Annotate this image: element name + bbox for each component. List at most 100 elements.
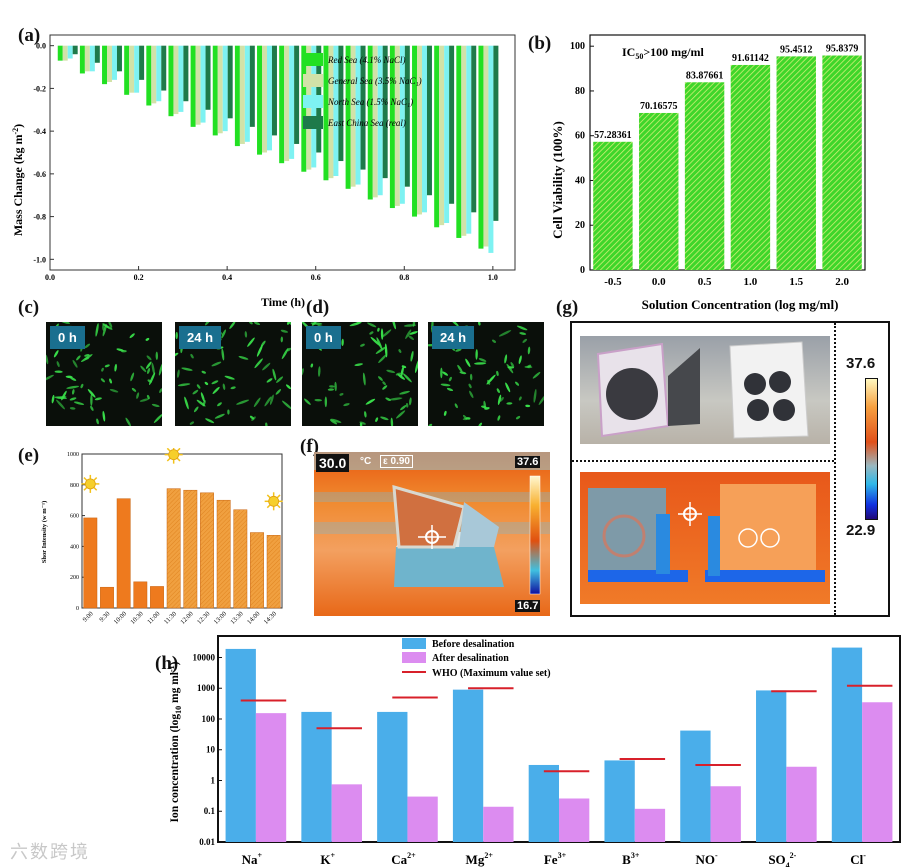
chart-a-bar (205, 45, 211, 110)
chart-a-xtick-label: 1.0 (488, 273, 498, 282)
chart-b-xlabel: Solution Concentration (log mg/ml) (642, 297, 839, 312)
chart-b-xtick-label: 1.0 (744, 276, 758, 288)
cell (410, 350, 414, 362)
device-right-ball (773, 399, 795, 421)
chart-a-bar (200, 45, 206, 123)
cell (389, 397, 403, 401)
cell (193, 406, 199, 413)
cell (329, 385, 335, 388)
chart-a-bar (483, 45, 489, 247)
micrograph-d-0h: 0 h (302, 322, 418, 426)
cell (457, 364, 463, 373)
sun-core (168, 449, 180, 461)
cell (367, 322, 377, 328)
panel-g-frame (570, 321, 890, 617)
cell (314, 398, 322, 402)
chart-b-xtick-label: 2.0 (835, 276, 849, 288)
cell (254, 322, 261, 326)
chart-a-ytick-label: -0.2 (33, 84, 46, 93)
cell (192, 389, 199, 395)
cell (492, 339, 496, 343)
chart-e-xtick-label: 11:30 (163, 610, 178, 625)
chart-a-xtick-label: 0.4 (222, 273, 232, 282)
cell (525, 404, 531, 408)
cell (497, 394, 502, 405)
chart-b-xtick-label: -0.5 (604, 276, 622, 288)
chart-a-bar (173, 45, 179, 115)
chart-e-ytick-label: 600 (70, 514, 79, 520)
chart-a-ytick-label: -0.4 (33, 127, 46, 136)
sun-core (84, 478, 96, 490)
chart-a-legend-label: East China Sea (real) (327, 118, 406, 128)
cool-edge (708, 516, 720, 576)
panel-label-b: (b) (528, 33, 552, 54)
cell (238, 356, 249, 360)
chart-h-legend-label: WHO (Maximum value set) (432, 668, 551, 679)
chart-h-bar-after (786, 766, 817, 842)
cell (408, 335, 415, 340)
chart-h-bar-before (680, 730, 711, 842)
chart-a-xtick-label: 0.8 (399, 273, 409, 282)
cell (158, 363, 162, 376)
thermal-scene (314, 452, 550, 595)
sun-ray (266, 504, 271, 509)
cell (189, 421, 195, 425)
cell (151, 403, 160, 408)
cell (109, 378, 112, 384)
cell (516, 325, 528, 331)
cell (76, 355, 81, 361)
chart-b-bar (639, 112, 679, 270)
chart-a-bar (350, 45, 356, 187)
chart-a-bar (57, 45, 63, 61)
chart-a-bar (471, 45, 477, 213)
chart-a-bar (67, 45, 73, 59)
cell (396, 410, 406, 419)
cell (302, 368, 304, 376)
cell (253, 397, 261, 408)
cool-stripe (314, 452, 550, 470)
cell (201, 370, 206, 374)
cell (81, 354, 93, 362)
cell (54, 370, 63, 373)
cell (392, 322, 397, 330)
cell (465, 417, 471, 420)
cell (376, 337, 383, 350)
cell (459, 371, 467, 375)
cell (533, 389, 537, 403)
chart-e-bar (266, 535, 281, 609)
device-left-cone (668, 348, 700, 426)
cell (385, 397, 391, 401)
cell (289, 322, 291, 326)
cool-edge (705, 570, 825, 582)
cell (375, 417, 379, 422)
chart-h-bar-after (710, 786, 741, 842)
photo-g-scene (596, 341, 809, 439)
chart-h-ytick-label: 100 (202, 714, 216, 724)
cell (149, 372, 156, 386)
chart-h-bar-after (407, 796, 438, 842)
chart-a-legend-swatch (303, 116, 323, 129)
chart-a-bar (161, 45, 167, 91)
micrograph-c-0h: 0 h (46, 322, 162, 426)
cell (184, 396, 189, 410)
chart-a-bar (372, 45, 378, 198)
chart-h-bar-before (452, 689, 484, 842)
chart-a-bar (394, 45, 400, 206)
panel-g-divider-vertical (834, 323, 836, 615)
cell (131, 387, 137, 392)
cell (190, 353, 194, 359)
colorbar-g-max: 37.6 (846, 355, 876, 372)
chart-b-bar (776, 56, 816, 270)
cell (175, 352, 179, 357)
cell (147, 367, 151, 374)
cell (478, 422, 483, 426)
chart-e-bar (166, 488, 181, 609)
chart-a-bar (439, 45, 445, 226)
chart-a-legend-swatch (303, 95, 323, 108)
chart-b-value-label: 95.4512 (780, 44, 813, 55)
chart-e-xtick-label: 12:00 (179, 610, 194, 625)
chart-h-ytick-label: 1 (211, 775, 216, 785)
chart-a-bar (244, 45, 250, 142)
chart-a-bar (284, 45, 290, 162)
sun-icon (164, 448, 183, 464)
